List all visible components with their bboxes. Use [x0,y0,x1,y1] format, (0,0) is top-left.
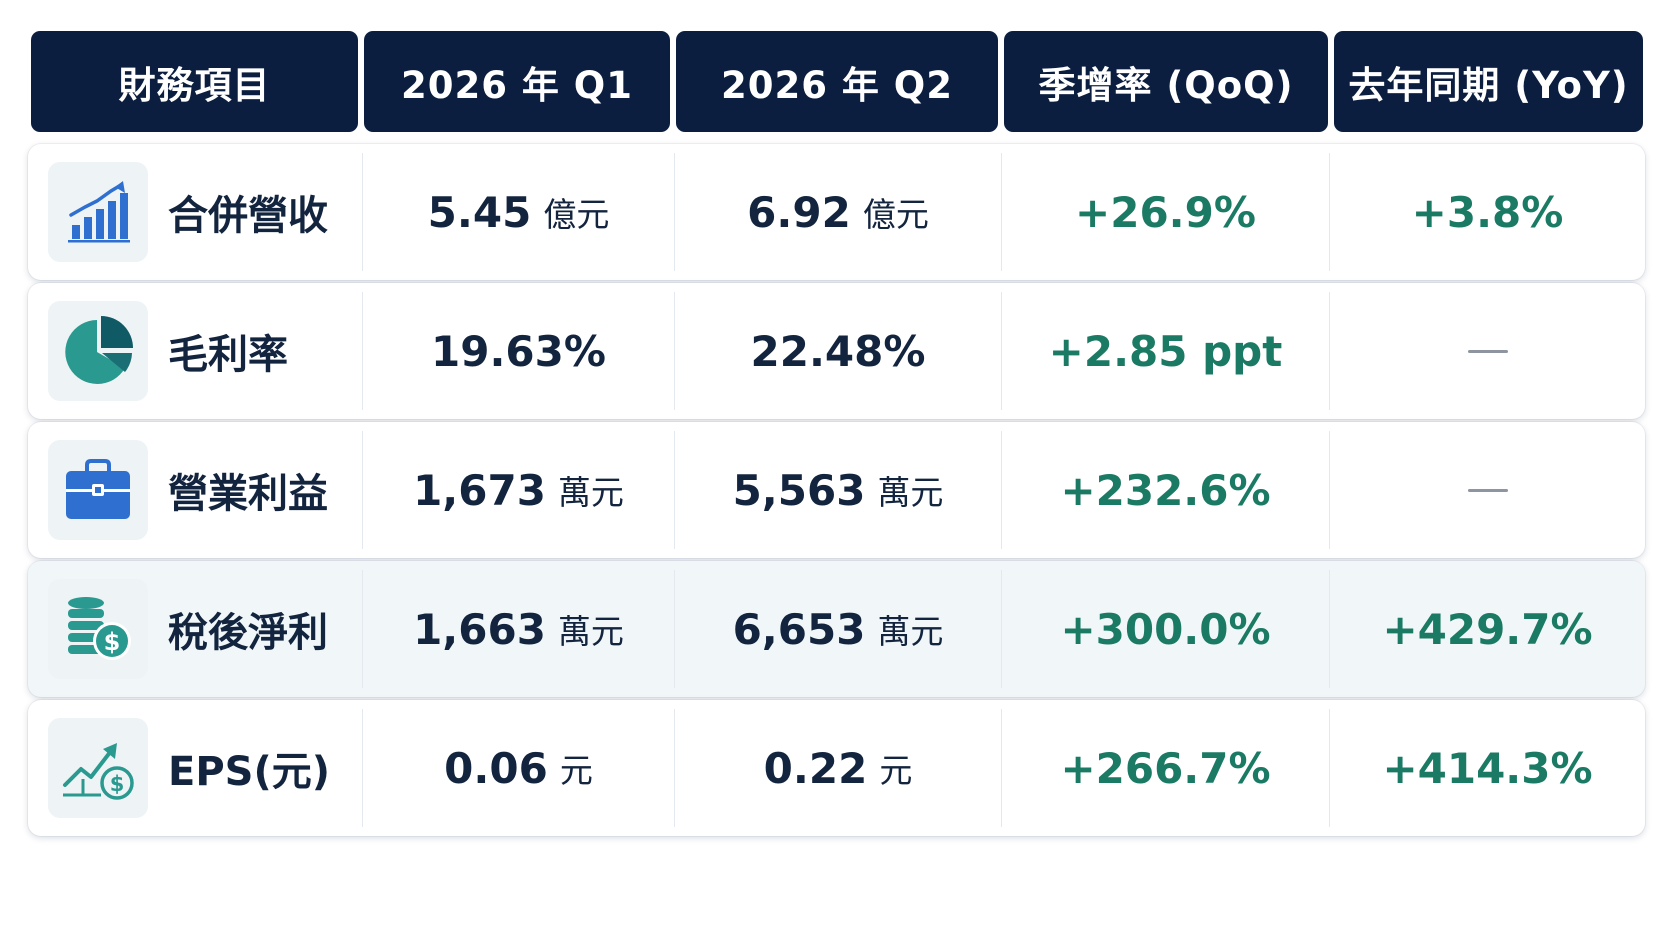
yoy-dash [1467,349,1508,353]
header-2026-q2: 2026 年 Q2 [676,31,998,132]
q2-unit: 萬元 [877,612,944,651]
item-label: 營業利益 [168,471,328,517]
qoq-value: +266.7% [1060,743,1271,793]
svg-text:$: $ [104,628,121,656]
table-row-operating-income: 營業利益 1,673 萬元 5,563 萬元 +232.6% [28,422,1645,558]
svg-text:$: $ [110,772,125,796]
q2-cell: 5,563 萬元 [674,431,1001,549]
yoy-dash [1467,488,1508,492]
table-row-net-income: $ 稅後淨利 1,663 萬元 6,653 萬元 +300.0% +429.7% [28,561,1645,697]
qoq-cell: +2.85 ppt [1001,292,1329,410]
q2-cell: 6.92 億元 [674,153,1001,271]
item-cell: $ 稅後淨利 [28,570,362,688]
qoq-value: +232.6% [1060,465,1271,515]
qoq-value: +26.9% [1075,187,1256,237]
yoy-cell [1329,431,1645,549]
q1-value: 0.06 [444,743,548,793]
qoq-value: +300.0% [1060,604,1271,654]
q1-value: 1,663 [413,604,546,654]
yoy-cell [1329,292,1645,410]
q2-cell: 6,653 萬元 [674,570,1001,688]
yoy-cell: +414.3% [1329,709,1645,827]
q1-value: 5.45 [427,187,532,237]
trend-up-dollar-icon: $ [48,718,148,818]
yoy-cell: +3.8% [1329,153,1645,271]
table-row-eps: $ EPS(元) 0.06 元 0.22 元 +266.7% +414.3% [28,700,1645,836]
q2-cell: 0.22 元 [674,709,1001,827]
q2-unit: 萬元 [877,473,944,512]
table-row-gross-margin: 毛利率 19.63% 22.48% +2.85 ppt [28,283,1645,419]
item-cell: $ EPS(元) [28,709,362,827]
q2-unit: 元 [879,751,913,790]
q2-value: 22.48% [750,326,926,376]
qoq-value: +2.85 ppt [1048,326,1283,376]
table-header: 財務項目 2026 年 Q1 2026 年 Q2 季增率 (QoQ) 去年同期 … [31,31,1645,132]
pie-chart-icon [48,301,148,401]
item-label: 毛利率 [168,332,288,378]
header-yoy: 去年同期 (YoY) [1334,31,1643,132]
item-label: EPS(元) [168,749,331,795]
q2-value: 5,563 [732,465,866,515]
yoy-cell: +429.7% [1329,570,1645,688]
q1-cell: 1,663 萬元 [362,570,674,688]
yoy-value: +3.8% [1411,187,1564,237]
q1-unit: 萬元 [557,612,624,651]
q2-unit: 億元 [862,195,929,234]
item-label: 合併營收 [168,193,328,239]
header-qoq: 季增率 (QoQ) [1004,31,1328,132]
qoq-cell: +300.0% [1001,570,1329,688]
header-financial-item: 財務項目 [31,31,358,132]
yoy-value: +429.7% [1382,604,1593,654]
q2-value: 6,653 [732,604,866,654]
q1-cell: 5.45 億元 [362,153,674,271]
table-row-revenue: 合併營收 5.45 億元 6.92 億元 +26.9% +3.8% [28,144,1645,280]
briefcase-icon [48,440,148,540]
q1-value: 19.63% [431,326,606,376]
q1-unit: 億元 [543,195,610,234]
q1-value: 1,673 [413,465,546,515]
qoq-cell: +232.6% [1001,431,1329,549]
item-cell: 營業利益 [28,431,362,549]
q1-cell: 19.63% [362,292,674,410]
q1-cell: 1,673 萬元 [362,431,674,549]
q2-cell: 22.48% [674,292,1001,410]
qoq-cell: +26.9% [1001,153,1329,271]
item-cell: 毛利率 [28,292,362,410]
q1-cell: 0.06 元 [362,709,674,827]
coins-dollar-icon: $ [48,579,148,679]
q1-unit: 元 [559,751,593,790]
q2-value: 6.92 [747,187,851,237]
q1-unit: 萬元 [557,473,624,512]
header-2026-q1: 2026 年 Q1 [364,31,670,132]
bar-chart-growth-icon [48,162,148,262]
yoy-value: +414.3% [1382,743,1593,793]
item-cell: 合併營收 [28,153,362,271]
q2-value: 0.22 [763,743,868,793]
qoq-cell: +266.7% [1001,709,1329,827]
item-label: 稅後淨利 [168,610,328,656]
